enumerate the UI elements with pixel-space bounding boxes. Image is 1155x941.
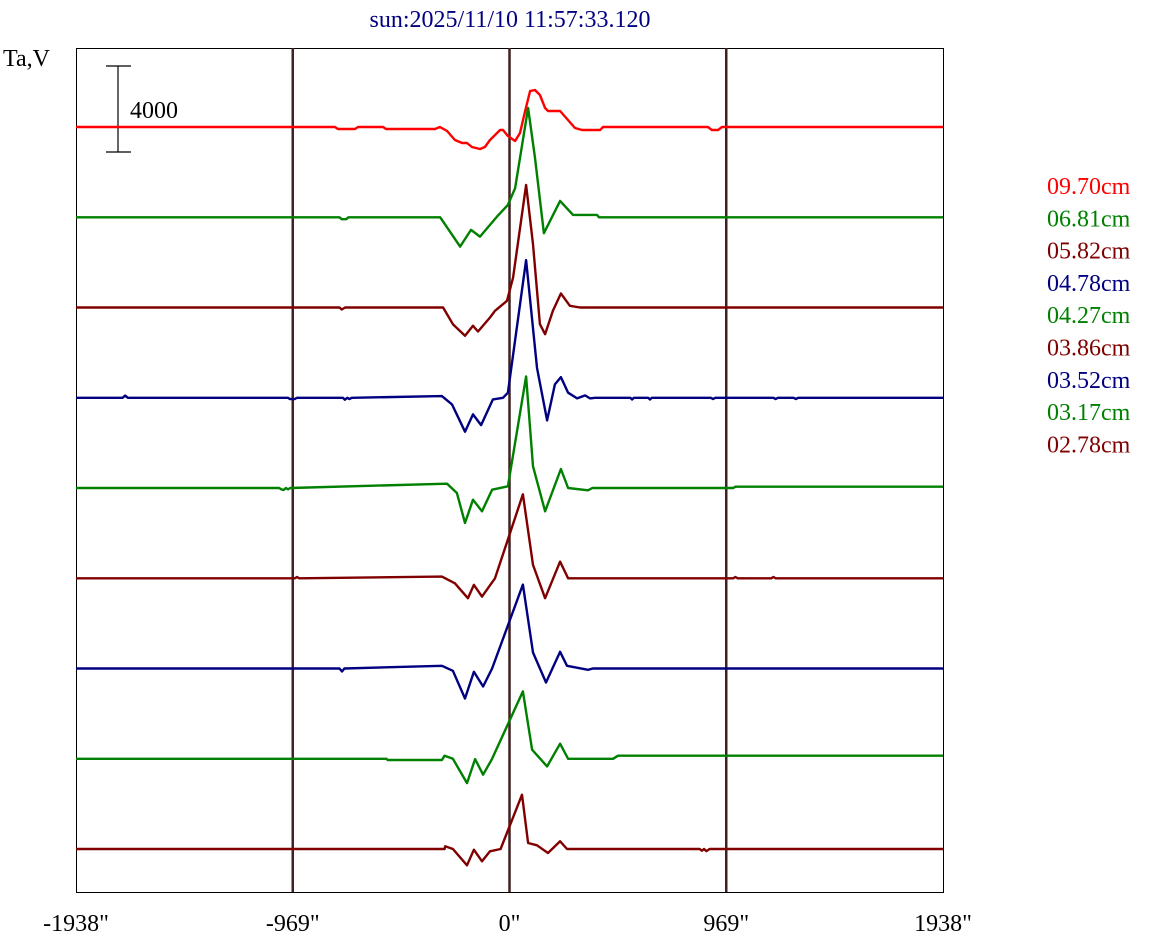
series-line-02.78cm bbox=[76, 793, 943, 867]
y-axis-label: Ta,V bbox=[3, 46, 51, 72]
legend-entry: 04.27cm bbox=[1047, 303, 1131, 329]
legend-entry: 03.17cm bbox=[1047, 400, 1131, 426]
legend-entry: 09.70cm bbox=[1047, 174, 1131, 200]
legend-entry: 06.81cm bbox=[1047, 206, 1131, 232]
series-line-09.70cm bbox=[76, 88, 943, 151]
x-tick-label: 969" bbox=[703, 911, 749, 937]
series-line-05.82cm bbox=[76, 183, 943, 337]
chart-title: sun:2025/11/10 11:57:33.120 bbox=[370, 7, 651, 33]
scale-bar: 4000 bbox=[106, 65, 178, 153]
legend-entry: 03.52cm bbox=[1047, 368, 1131, 394]
x-tick-label: 1938" bbox=[914, 911, 972, 937]
legend-entry: 04.78cm bbox=[1047, 271, 1131, 297]
series-line-03.86cm bbox=[76, 493, 943, 600]
series-line-04.78cm bbox=[76, 258, 943, 433]
legend-entry: 05.82cm bbox=[1047, 239, 1131, 265]
legend-entry: 02.78cm bbox=[1047, 432, 1131, 458]
x-tick-label: -969" bbox=[266, 911, 320, 937]
legend-entry: 03.86cm bbox=[1047, 336, 1131, 362]
series-line-04.27cm bbox=[76, 375, 943, 525]
scale-bar-label: 4000 bbox=[130, 98, 178, 124]
x-tick-label: -1938" bbox=[43, 911, 109, 937]
series-line-03.52cm bbox=[76, 583, 943, 700]
series-line-06.81cm bbox=[76, 106, 943, 248]
series-line-03.17cm bbox=[76, 690, 943, 785]
x-tick-label: 0" bbox=[499, 911, 521, 937]
